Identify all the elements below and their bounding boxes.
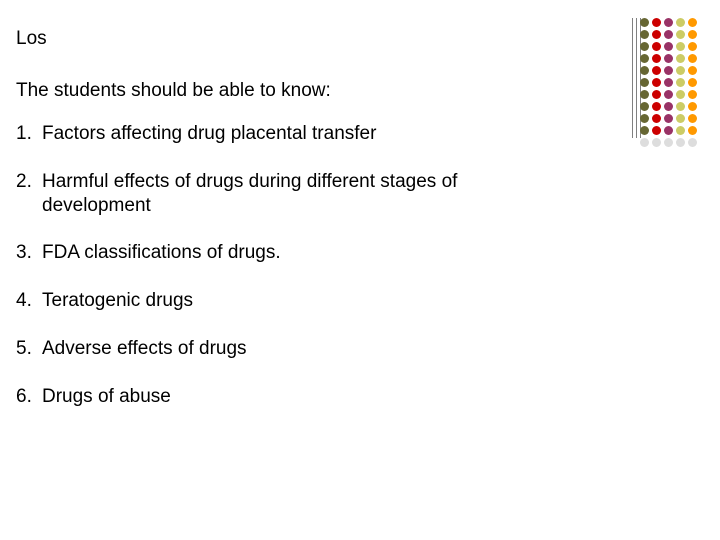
decoration-dot: [688, 18, 697, 27]
decoration-dot: [664, 138, 673, 147]
slide-title: Los: [16, 28, 47, 50]
decoration-dot: [652, 90, 661, 99]
decoration-dot: [676, 18, 685, 27]
decoration-dot: [688, 126, 697, 135]
decoration-dot: [688, 66, 697, 75]
list-number: 3.: [16, 241, 42, 265]
decoration-dot: [688, 54, 697, 63]
decoration-dot: [688, 30, 697, 39]
decoration-dot: [676, 126, 685, 135]
decoration-dot: [640, 66, 649, 75]
list-item: 1.Factors affecting drug placental trans…: [16, 122, 680, 146]
list-item: 4.Teratogenic drugs: [16, 289, 680, 313]
decoration-dot: [652, 42, 661, 51]
decoration-dot: [676, 138, 685, 147]
decoration-dot: [676, 42, 685, 51]
decoration-dot: [652, 66, 661, 75]
list-item: 5.Adverse effects of drugs: [16, 337, 680, 361]
decoration-dot: [676, 66, 685, 75]
decoration-dot: [640, 102, 649, 111]
decoration-dot: [664, 54, 673, 63]
decoration-dot: [652, 30, 661, 39]
decoration-dot: [664, 114, 673, 123]
list-text: Factors affecting drug placental transfe…: [42, 122, 680, 146]
decoration-dot: [664, 18, 673, 27]
decoration-dot: [676, 54, 685, 63]
decoration-dot: [640, 42, 649, 51]
slide: Los The students should be able to know:…: [0, 0, 720, 540]
decoration-dots: [640, 18, 698, 148]
decoration-dot: [664, 90, 673, 99]
decoration-dot: [640, 30, 649, 39]
decoration-dot: [676, 78, 685, 87]
list-item: 6.Drugs of abuse: [16, 385, 680, 409]
decoration-dot: [664, 42, 673, 51]
decoration-dot: [676, 102, 685, 111]
list-number: 6.: [16, 385, 42, 409]
decoration-dot: [676, 30, 685, 39]
decoration-dot: [664, 66, 673, 75]
decoration-dot: [676, 114, 685, 123]
list-item: 2.Harmful effects of drugs during differ…: [16, 170, 680, 218]
decoration-dot: [688, 42, 697, 51]
decoration-dot: [640, 54, 649, 63]
decoration-dot: [664, 102, 673, 111]
list-text: Adverse effects of drugs: [42, 337, 680, 361]
decoration-dot: [640, 78, 649, 87]
decoration-dot: [688, 102, 697, 111]
list-item: 3.FDA classifications of drugs.: [16, 241, 680, 265]
list-text: Teratogenic drugs: [42, 289, 680, 313]
decoration-line: [632, 18, 633, 138]
decoration-dot: [676, 90, 685, 99]
decoration-dot: [652, 126, 661, 135]
list-number: 1.: [16, 122, 42, 146]
decoration-dot: [652, 138, 661, 147]
decoration-dot: [640, 90, 649, 99]
decoration-dot: [652, 18, 661, 27]
decoration-dot: [664, 30, 673, 39]
decoration-dot: [652, 78, 661, 87]
decoration-dot: [664, 78, 673, 87]
list-number: 2.: [16, 170, 42, 218]
decoration-dot: [652, 102, 661, 111]
learning-objectives-list: 1.Factors affecting drug placental trans…: [16, 122, 680, 432]
decoration-dot: [652, 114, 661, 123]
list-text: Drugs of abuse: [42, 385, 680, 409]
decoration-dot: [640, 138, 649, 147]
decoration-dot: [688, 114, 697, 123]
decoration-dot: [640, 126, 649, 135]
decoration-dot: [652, 54, 661, 63]
list-text: FDA classifications of drugs.: [42, 241, 680, 265]
decoration-dot: [640, 18, 649, 27]
list-text: Harmful effects of drugs during differen…: [42, 170, 680, 218]
intro-text: The students should be able to know:: [16, 80, 331, 102]
decoration-dot: [664, 126, 673, 135]
list-number: 5.: [16, 337, 42, 361]
decoration-dot: [640, 114, 649, 123]
list-number: 4.: [16, 289, 42, 313]
decoration-dot: [688, 78, 697, 87]
decoration-dot: [688, 138, 697, 147]
decoration-dot: [688, 90, 697, 99]
decoration-line: [636, 18, 637, 138]
